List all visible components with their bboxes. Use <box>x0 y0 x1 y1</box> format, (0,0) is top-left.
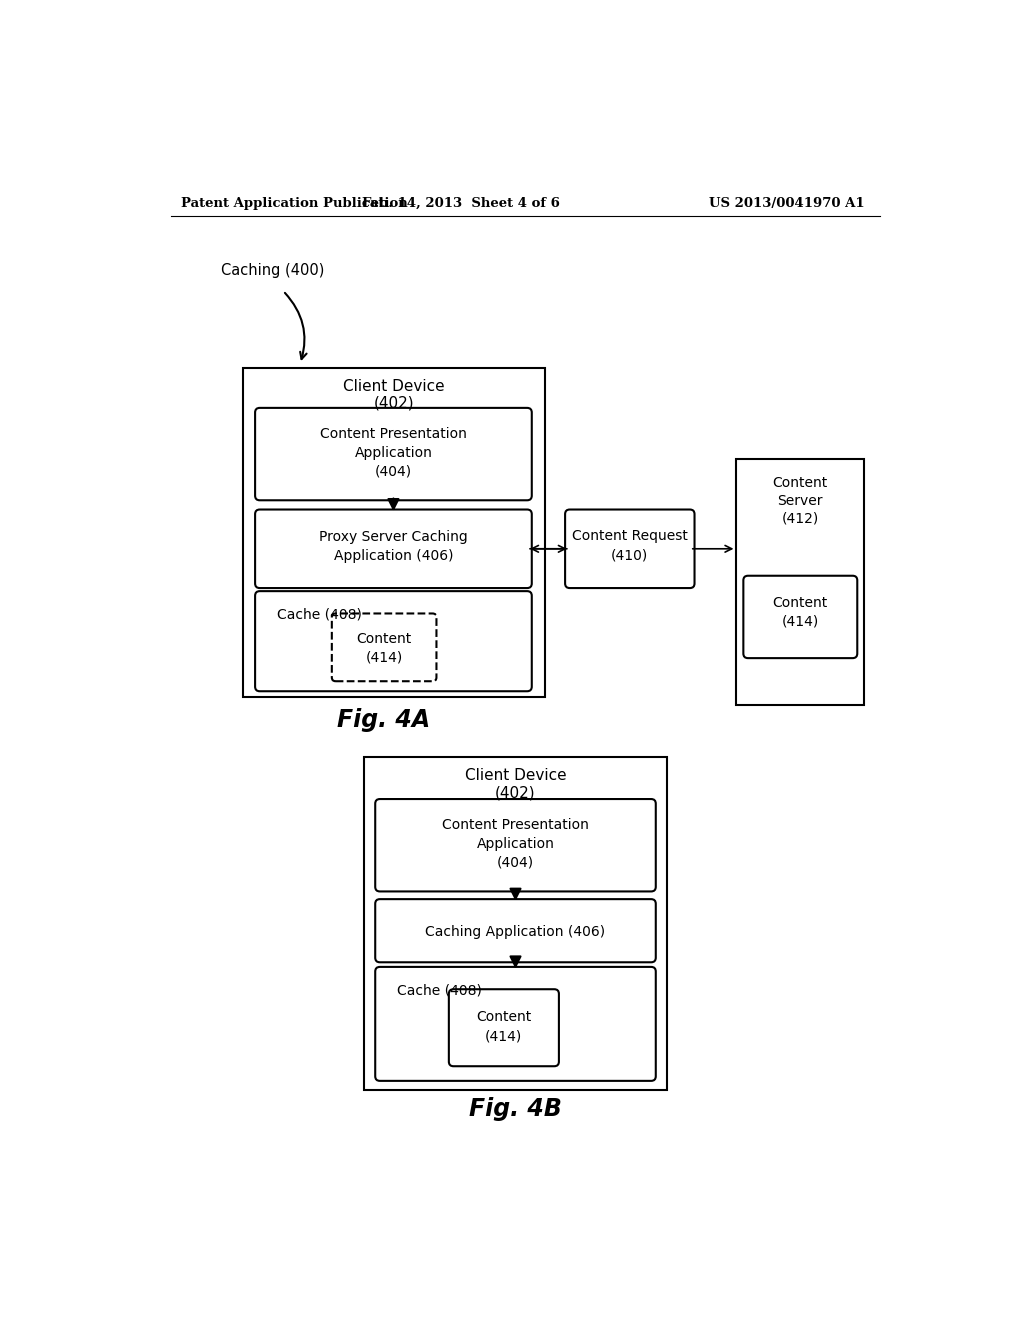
Text: Application: Application <box>354 446 432 459</box>
Text: (410): (410) <box>611 549 648 562</box>
Text: Fig. 4A: Fig. 4A <box>337 709 430 733</box>
Text: Application: Application <box>476 837 554 850</box>
FancyBboxPatch shape <box>565 510 694 589</box>
Text: Server: Server <box>777 494 823 508</box>
FancyBboxPatch shape <box>449 989 559 1067</box>
Text: Content Presentation: Content Presentation <box>442 818 589 832</box>
Text: (402): (402) <box>496 785 536 800</box>
FancyBboxPatch shape <box>365 758 667 1090</box>
Text: US 2013/0041970 A1: US 2013/0041970 A1 <box>710 197 865 210</box>
Text: (402): (402) <box>374 396 414 411</box>
Text: (412): (412) <box>781 512 819 525</box>
Text: Caching Application (406): Caching Application (406) <box>425 925 605 940</box>
Text: Cache (408): Cache (408) <box>397 983 482 997</box>
FancyBboxPatch shape <box>255 510 531 589</box>
Text: Client Device: Client Device <box>465 768 566 784</box>
FancyBboxPatch shape <box>743 576 857 659</box>
Text: Patent Application Publication: Patent Application Publication <box>180 197 408 210</box>
FancyBboxPatch shape <box>332 614 436 681</box>
Text: Content: Content <box>356 632 412 645</box>
FancyBboxPatch shape <box>375 966 655 1081</box>
Text: Cache (408): Cache (408) <box>276 607 361 622</box>
FancyBboxPatch shape <box>736 459 864 705</box>
Text: (414): (414) <box>485 1030 522 1043</box>
Text: Content: Content <box>773 597 828 610</box>
Text: Content Request: Content Request <box>571 529 688 543</box>
FancyBboxPatch shape <box>255 408 531 500</box>
Text: Feb. 14, 2013  Sheet 4 of 6: Feb. 14, 2013 Sheet 4 of 6 <box>362 197 560 210</box>
FancyBboxPatch shape <box>243 368 545 697</box>
Text: Application (406): Application (406) <box>334 549 454 564</box>
Text: Fig. 4B: Fig. 4B <box>469 1097 562 1122</box>
FancyBboxPatch shape <box>255 591 531 692</box>
Text: Content Presentation: Content Presentation <box>319 428 467 441</box>
Text: Proxy Server Caching: Proxy Server Caching <box>319 531 468 544</box>
Text: Content: Content <box>773 477 828 490</box>
Text: (404): (404) <box>375 465 412 478</box>
Text: (414): (414) <box>781 615 819 628</box>
Text: (404): (404) <box>497 855 535 869</box>
Text: Client Device: Client Device <box>343 379 444 393</box>
FancyBboxPatch shape <box>375 899 655 962</box>
Text: Content: Content <box>476 1010 531 1024</box>
Text: (414): (414) <box>366 651 402 664</box>
FancyBboxPatch shape <box>375 799 655 891</box>
Text: Caching (400): Caching (400) <box>221 263 325 277</box>
